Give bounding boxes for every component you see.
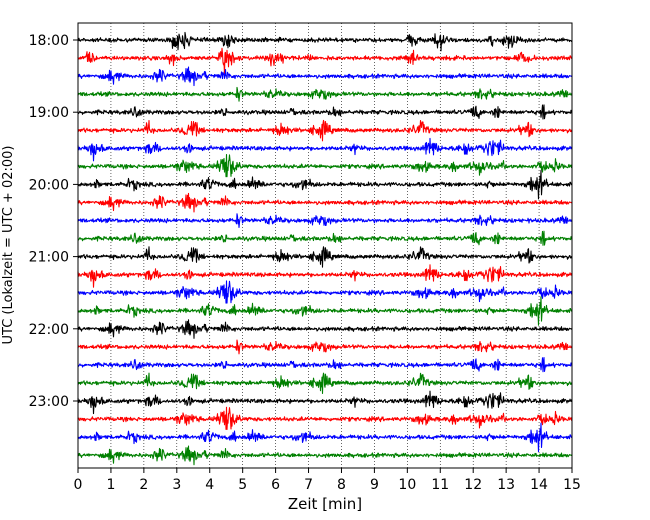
- x-tick-label-0: 0: [74, 477, 83, 493]
- x-tick-label-13: 13: [497, 477, 515, 493]
- x-tick-label-9: 9: [370, 477, 379, 493]
- vertical-grid: [110, 23, 540, 468]
- trace-2215: [77, 339, 573, 355]
- trace-2245: [77, 372, 573, 395]
- trace-2200: [77, 319, 573, 339]
- x-tick-label-10: 10: [398, 477, 416, 493]
- trace-2130: [77, 280, 573, 304]
- x-tick-label-8: 8: [337, 477, 346, 493]
- x-axis-label: Zeit [min]: [288, 495, 362, 513]
- trace-1830: [77, 66, 573, 87]
- y-axis-label: UTC (Lokalzeit = UTC + 02:00): [1, 146, 16, 345]
- trace-2100: [77, 246, 573, 268]
- trace-1915: [77, 119, 573, 142]
- y-tick-label-23:00: 23:00: [29, 394, 69, 410]
- trace-2315: [77, 406, 573, 430]
- x-tick-label-15: 15: [563, 477, 581, 493]
- y-tick-label-18:00: 18:00: [29, 33, 69, 49]
- trace-1845: [77, 86, 573, 102]
- x-tick-label-6: 6: [271, 477, 280, 493]
- x-tick-label-12: 12: [464, 477, 482, 493]
- trace-1930: [77, 137, 573, 162]
- trace-1815: [77, 47, 573, 75]
- trace-2230: [77, 357, 573, 373]
- trace-2015: [77, 192, 573, 213]
- trace-2300: [77, 390, 573, 415]
- x-tick-label-5: 5: [238, 477, 247, 493]
- plot-frame: [77, 22, 573, 469]
- trace-2045: [77, 230, 573, 246]
- x-tick-label-4: 4: [205, 477, 214, 493]
- trace-2330: [77, 422, 573, 453]
- trace-2115: [77, 264, 573, 288]
- x-tick-label-11: 11: [431, 477, 449, 493]
- x-tick-label-1: 1: [106, 477, 115, 493]
- trace-2345: [77, 445, 573, 466]
- y-tick-label-19:00: 19:00: [29, 105, 69, 121]
- helicorder-traces: [77, 31, 573, 466]
- x-axis-ticks: 0 1 2 3 4 5 6 7 8 9 10 11 12 13 14 15: [74, 468, 581, 493]
- y-tick-label-22:00: 22:00: [29, 322, 69, 338]
- trace-1945: [77, 154, 573, 178]
- x-tick-label-3: 3: [172, 477, 181, 493]
- y-axis-ticks: 18:00 19:00 20:00 21:00 22:00 23:00: [29, 33, 78, 410]
- x-tick-label-14: 14: [530, 477, 548, 493]
- trace-2030: [77, 213, 573, 229]
- y-tick-label-21:00: 21:00: [29, 250, 69, 266]
- trace-1800: [77, 31, 573, 52]
- x-tick-label-2: 2: [139, 477, 148, 493]
- trace-2145: [77, 296, 573, 326]
- trace-2000: [77, 169, 573, 200]
- y-tick-label-20:00: 20:00: [29, 177, 69, 193]
- trace-1900: [77, 104, 573, 120]
- x-tick-label-7: 7: [304, 477, 313, 493]
